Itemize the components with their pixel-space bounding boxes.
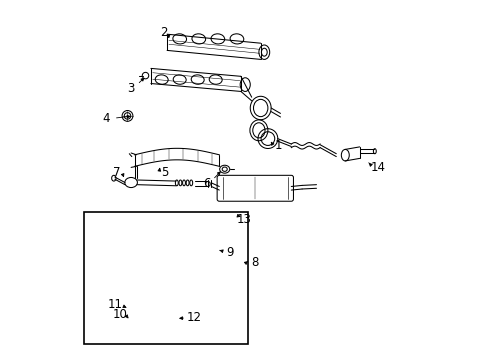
Text: 1: 1 [274,139,282,152]
Bar [84,212,247,344]
Text: 14: 14 [369,161,385,174]
Text: 12: 12 [186,311,201,324]
Text: 2: 2 [160,26,167,39]
Text: 5: 5 [161,166,169,179]
Text: 11: 11 [107,298,122,311]
Text: 10: 10 [113,309,127,321]
Text: 9: 9 [226,246,233,258]
Text: 13: 13 [237,213,251,226]
Ellipse shape [103,232,119,250]
Text: 6: 6 [203,177,210,190]
Text: 4: 4 [102,112,109,125]
Text: 8: 8 [251,256,259,269]
Text: 7: 7 [113,166,120,179]
Ellipse shape [177,243,182,251]
Text: 3: 3 [127,82,135,95]
